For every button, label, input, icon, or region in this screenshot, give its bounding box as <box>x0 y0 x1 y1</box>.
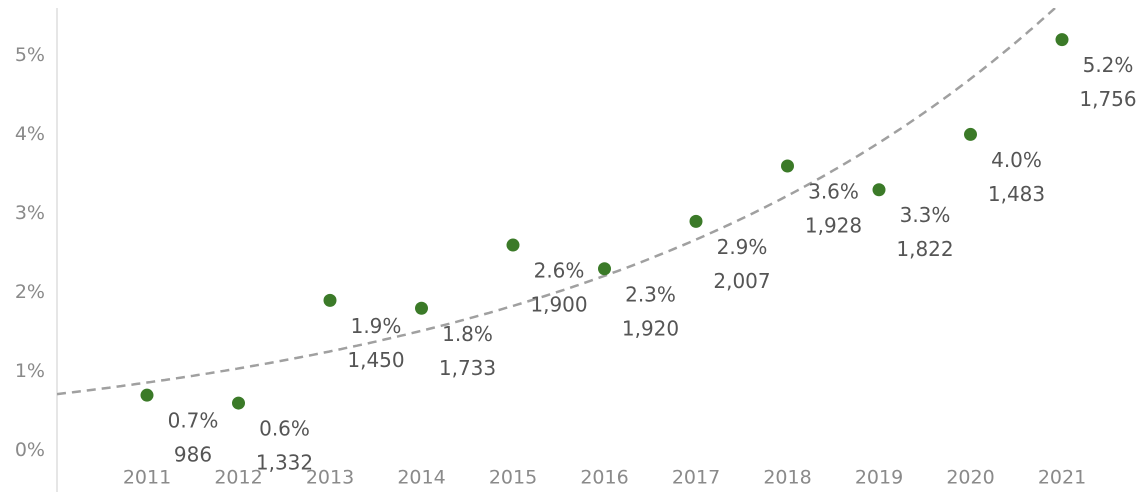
y-tick-label: 4% <box>15 123 45 145</box>
value-label: 4.0% <box>991 148 1042 172</box>
count-label: 1,900 <box>530 293 587 317</box>
point <box>598 262 611 276</box>
x-tick-label: 2015 <box>489 467 537 489</box>
point <box>781 159 794 173</box>
point <box>872 183 886 197</box>
value-label: 3.3% <box>900 203 951 227</box>
value-label: 1.9% <box>351 314 402 338</box>
count-label: 1,928 <box>805 214 862 238</box>
x-tick-label: 2018 <box>763 467 811 489</box>
trend-line <box>57 8 1057 396</box>
x-tick-label: 2012 <box>214 467 262 489</box>
x-tick-label: 2019 <box>855 467 903 489</box>
count-label: 1,733 <box>439 356 496 380</box>
count-label: 2,007 <box>713 269 770 293</box>
x-tick-label: 2014 <box>397 467 445 489</box>
value-label: 2.9% <box>717 235 768 259</box>
y-tick-label: 2% <box>15 281 45 303</box>
count-label: 1,450 <box>347 348 404 372</box>
y-tick-label: 1% <box>15 360 45 382</box>
count-label: 1,332 <box>256 451 313 475</box>
y-tick-label: 3% <box>15 202 45 224</box>
x-tick-label: 2011 <box>123 467 171 489</box>
point <box>323 293 337 307</box>
x-tick-label: 2013 <box>306 467 354 489</box>
value-label: 0.6% <box>259 417 310 441</box>
x-tick-label: 2017 <box>672 467 720 489</box>
value-label: 2.6% <box>534 259 585 283</box>
count-label: 1,483 <box>988 182 1045 206</box>
count-label: 1,756 <box>1079 87 1136 111</box>
value-label: 3.6% <box>808 180 859 204</box>
y-tick-label: 5% <box>15 44 45 66</box>
x-tick-label: 2021 <box>1038 467 1086 489</box>
point <box>140 388 154 402</box>
point <box>689 214 703 228</box>
point <box>964 127 977 141</box>
point <box>506 238 520 252</box>
value-label: 2.3% <box>625 282 676 306</box>
count-label: 986 <box>174 443 212 467</box>
point <box>232 396 245 410</box>
count-label: 1,920 <box>622 316 679 340</box>
count-label: 1,822 <box>896 237 953 261</box>
y-tick-label: 0% <box>15 439 45 461</box>
point <box>415 301 428 315</box>
value-label: 5.2% <box>1083 53 1134 77</box>
value-label: 1.8% <box>442 322 493 346</box>
x-tick-label: 2016 <box>580 467 628 489</box>
point <box>1055 33 1069 47</box>
x-tick-label: 2020 <box>946 467 994 489</box>
value-label: 0.7% <box>168 409 219 433</box>
